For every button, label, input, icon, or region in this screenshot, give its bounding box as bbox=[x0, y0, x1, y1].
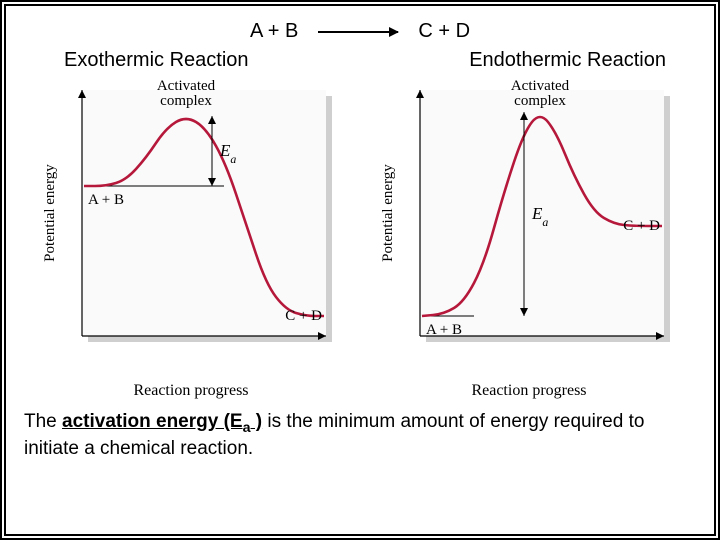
svg-text:C + D: C + D bbox=[623, 218, 660, 234]
reaction-arrow-icon bbox=[318, 31, 398, 33]
def-sub: a bbox=[243, 420, 251, 436]
exothermic-svg: EaActivatedcomplexPotential energyA + BC… bbox=[36, 76, 346, 376]
svg-text:Activated: Activated bbox=[157, 78, 216, 94]
endo-xaxis-label: Reaction progress bbox=[471, 382, 586, 400]
def-term-close: ) bbox=[251, 411, 263, 432]
slide-frame: A + B C + D Exothermic Reaction Endother… bbox=[0, 0, 720, 540]
reaction-equation: A + B C + D bbox=[24, 20, 696, 43]
svg-text:complex: complex bbox=[160, 93, 212, 109]
chart-titles: Exothermic Reaction Endothermic Reaction bbox=[34, 49, 686, 72]
endothermic-chart: EaActivatedcomplexPotential energyA + BC… bbox=[374, 76, 684, 400]
exothermic-chart: EaActivatedcomplexPotential energyA + BC… bbox=[36, 76, 346, 400]
svg-text:Activated: Activated bbox=[511, 78, 570, 94]
svg-text:Potential energy: Potential energy bbox=[380, 164, 396, 262]
equation-right: C + D bbox=[418, 20, 470, 43]
svg-text:A + B: A + B bbox=[426, 322, 462, 338]
def-prefix: The bbox=[24, 411, 62, 432]
definition-text: The activation energy (Ea ) is the minim… bbox=[24, 410, 696, 462]
title-endothermic: Endothermic Reaction bbox=[469, 49, 666, 72]
svg-text:Potential energy: Potential energy bbox=[42, 164, 58, 262]
equation-left: A + B bbox=[250, 20, 298, 43]
def-term: activation energy (E bbox=[62, 411, 243, 432]
exo-xaxis-label: Reaction progress bbox=[133, 382, 248, 400]
svg-text:A + B: A + B bbox=[88, 192, 124, 208]
endothermic-svg: EaActivatedcomplexPotential energyA + BC… bbox=[374, 76, 684, 376]
charts-row: EaActivatedcomplexPotential energyA + BC… bbox=[24, 76, 696, 400]
svg-text:C + D: C + D bbox=[285, 308, 322, 324]
title-exothermic: Exothermic Reaction bbox=[64, 49, 249, 72]
svg-text:complex: complex bbox=[514, 93, 566, 109]
